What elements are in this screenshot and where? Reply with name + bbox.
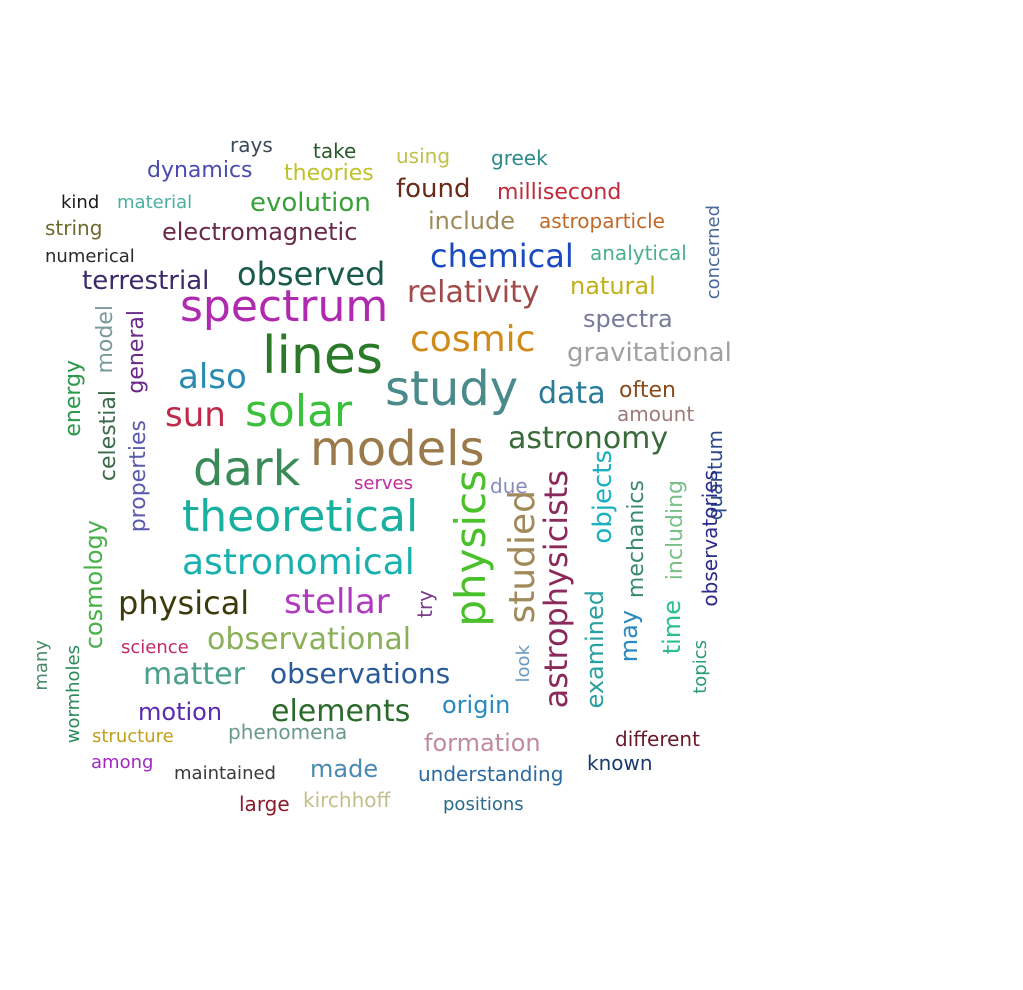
cloud-word: study — [385, 361, 519, 417]
cloud-word: formation — [424, 729, 541, 757]
cloud-word: evolution — [250, 188, 371, 218]
cloud-word: cosmology — [80, 520, 108, 650]
cloud-word: using — [396, 144, 451, 168]
cloud-word: solar — [245, 386, 353, 437]
cloud-word: positions — [443, 794, 524, 815]
cloud-word: spectrum — [180, 281, 389, 332]
cloud-word: numerical — [45, 246, 135, 267]
cloud-word: relativity — [407, 275, 540, 310]
cloud-word: electromagnetic — [162, 218, 358, 246]
cloud-word: rays — [230, 133, 273, 157]
cloud-word: motion — [138, 698, 223, 726]
cloud-word: known — [587, 751, 653, 775]
cloud-word: natural — [570, 272, 656, 300]
cloud-word: concerned — [703, 205, 724, 300]
cloud-word: general — [124, 310, 149, 394]
cloud-word: include — [428, 207, 515, 235]
cloud-word: mechanics — [624, 480, 649, 599]
cloud-word: understanding — [418, 762, 564, 786]
cloud-word: theories — [284, 161, 374, 186]
cloud-word: try — [413, 590, 437, 618]
cloud-word: science — [121, 637, 189, 658]
cloud-word: observatories — [698, 470, 722, 607]
cloud-word: stellar — [284, 582, 390, 622]
cloud-word: structure — [92, 726, 174, 747]
cloud-word: elements — [271, 694, 411, 729]
cloud-word: origin — [442, 691, 511, 719]
cloud-word: celestial — [96, 390, 121, 482]
cloud-word: topics — [690, 640, 711, 694]
cloud-word: wormholes — [63, 645, 84, 744]
cloud-word: string — [45, 216, 103, 240]
cloud-word: take — [313, 139, 357, 163]
cloud-word: due — [490, 474, 528, 498]
cloud-word: also — [178, 357, 247, 397]
cloud-word: may — [615, 610, 643, 663]
cloud-word: amount — [617, 402, 695, 426]
cloud-word: analytical — [590, 241, 687, 265]
cloud-word: large — [239, 792, 290, 816]
cloud-word: serves — [354, 473, 413, 494]
cloud-word: gravitational — [567, 338, 732, 368]
cloud-word: phenomena — [228, 720, 348, 744]
cloud-word: made — [310, 755, 379, 783]
cloud-word: spectra — [583, 305, 673, 333]
cloud-word: look — [513, 645, 534, 683]
cloud-word: often — [619, 378, 676, 403]
cloud-word: model — [93, 305, 118, 374]
cloud-word: lines — [262, 326, 383, 386]
cloud-word: theoretical — [182, 491, 419, 542]
cloud-word: many — [31, 640, 52, 691]
cloud-word: energy — [61, 360, 86, 437]
cloud-word: sun — [165, 395, 226, 435]
cloud-word: dynamics — [147, 158, 253, 183]
cloud-word: kirchhoff — [303, 788, 391, 812]
cloud-word: cosmic — [410, 319, 536, 360]
cloud-word: among — [91, 752, 154, 773]
cloud-word: time — [658, 600, 686, 655]
cloud-word: maintained — [174, 763, 276, 784]
cloud-word: observations — [270, 657, 451, 690]
cloud-word: astroparticle — [539, 209, 665, 233]
cloud-word: observational — [207, 622, 412, 657]
cloud-word: astrophysicists — [537, 470, 575, 709]
cloud-word: including — [663, 480, 688, 581]
cloud-word: physical — [118, 584, 250, 622]
cloud-word: models — [310, 421, 485, 477]
cloud-word: dark — [193, 441, 301, 497]
cloud-word: millisecond — [497, 180, 622, 205]
cloud-word: different — [615, 727, 700, 751]
cloud-word: astronomy — [508, 421, 669, 456]
cloud-word: kind — [61, 192, 100, 213]
cloud-word: observed — [237, 255, 386, 293]
cloud-word: terrestrial — [82, 266, 210, 296]
cloud-word: studied — [502, 490, 543, 624]
cloud-word: physics — [446, 470, 495, 627]
cloud-word: found — [396, 174, 471, 204]
cloud-word: chemical — [430, 237, 574, 275]
cloud-word: astronomical — [182, 542, 415, 583]
cloud-word: data — [538, 376, 606, 411]
cloud-word: objects — [588, 450, 618, 544]
cloud-word: properties — [126, 420, 151, 533]
cloud-word: material — [117, 192, 193, 213]
cloud-word: examined — [581, 590, 609, 709]
cloud-word: matter — [143, 657, 245, 692]
cloud-word: greek — [491, 146, 548, 170]
